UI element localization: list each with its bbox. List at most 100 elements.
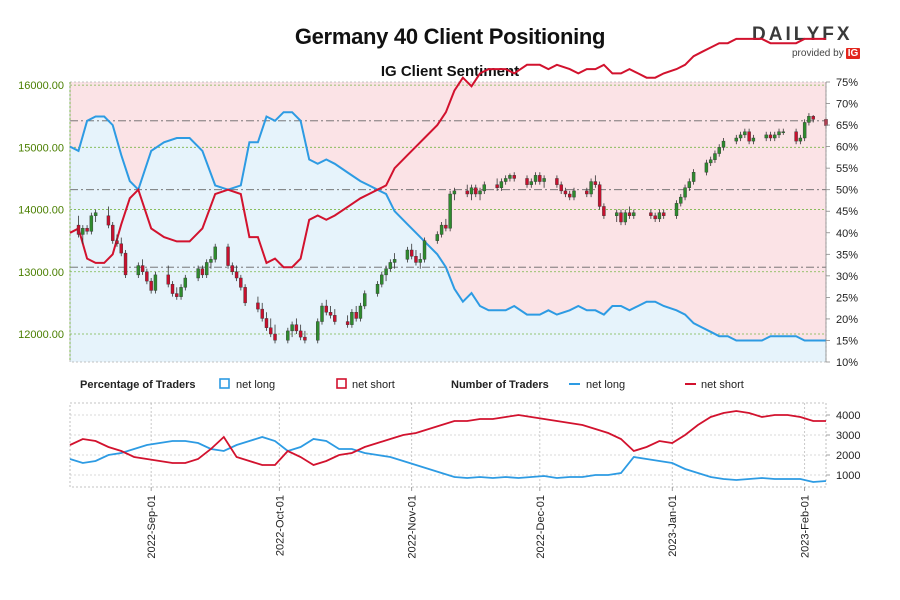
candle-body (559, 184, 563, 192)
long-area-fill (70, 112, 826, 362)
candle-body (380, 274, 384, 285)
candle-body (679, 196, 683, 204)
candle-body (465, 190, 469, 195)
chart-title: Germany 40 Client Positioning (294, 24, 606, 49)
candle-body (713, 153, 717, 160)
candle-body (734, 137, 739, 142)
candle-body (264, 318, 269, 328)
legend-num-long-label: net long (586, 379, 625, 391)
candle-body (743, 131, 747, 136)
candle-body (239, 277, 243, 288)
legend-pct-long-label: net long (236, 379, 275, 391)
candle-body (563, 190, 568, 195)
candle-body (555, 178, 559, 185)
candle-body (76, 224, 81, 235)
candle-body (418, 259, 422, 263)
candle-body (683, 187, 687, 198)
candle-body (482, 184, 487, 192)
candle-body (388, 262, 393, 269)
candle-body (478, 190, 482, 195)
candle-body (324, 305, 328, 313)
candle-body (781, 131, 785, 133)
pct-net-long-line (69, 111, 826, 342)
candle-body (798, 137, 803, 142)
legend-num-heading: Number of Traders (451, 379, 549, 391)
count-net-long-line (69, 436, 827, 483)
candle-body (183, 277, 188, 288)
candle-body (499, 181, 504, 188)
candle-body (175, 293, 179, 297)
candle-body (230, 265, 235, 272)
candle-body (469, 187, 474, 195)
candle-body (691, 172, 696, 182)
candle-body (525, 178, 529, 185)
candle-body (354, 312, 358, 319)
candle-body (93, 212, 98, 216)
candle-body (542, 178, 546, 182)
candle-body (619, 212, 623, 223)
pct-tick-label: 65% (836, 120, 858, 132)
pct-tick-label: 55% (836, 163, 858, 175)
candle-body (328, 312, 333, 316)
date-tick-label: 2023-Feb-01 (800, 495, 812, 558)
pct-tick-label: 45% (836, 206, 858, 218)
candle-body (298, 330, 303, 338)
price-tick-label: 14000.00 (18, 205, 64, 217)
candle-body (123, 252, 128, 276)
candle-body (153, 274, 158, 291)
candle-body (661, 212, 666, 216)
candle-body (422, 240, 427, 260)
candle-body (708, 159, 713, 164)
candle-body (448, 193, 452, 229)
date-tick-label: 2022-Dec-01 (535, 495, 547, 559)
brand-sub-text: provided by (792, 48, 844, 59)
candle-body (136, 265, 141, 276)
candle-body (657, 212, 662, 220)
candle-body (145, 271, 149, 282)
candle-body (179, 287, 183, 297)
candle-body (811, 116, 815, 120)
candle-body (794, 131, 798, 142)
candle-body (89, 215, 94, 232)
pct-tick-label: 70% (836, 99, 858, 111)
candle-body (615, 212, 619, 216)
candle-body (589, 181, 593, 195)
candle-body (751, 137, 756, 142)
candle-body (345, 321, 350, 325)
candle-body (358, 305, 363, 319)
pct-tick-label: 10% (836, 357, 858, 369)
candle-body (290, 324, 294, 332)
legend-pct-short-label: net short (352, 379, 395, 391)
chart-subtitle: IG Client Sentiment (380, 63, 520, 80)
pct-tick-label: 30% (836, 271, 858, 283)
candle-body (316, 321, 320, 341)
legend-pct-short-swatch (336, 378, 347, 389)
candle-body (350, 312, 354, 325)
candle-body (115, 240, 119, 244)
candle-body (627, 212, 632, 216)
date-tick-label: 2023-Jan-01 (667, 495, 679, 557)
candle-body (529, 181, 533, 185)
candle-body (260, 308, 264, 319)
candle-body (166, 274, 170, 285)
candle-body (243, 287, 247, 304)
price-tick-label: 16000.00 (18, 80, 64, 92)
candle-body (204, 262, 209, 276)
candle-body (119, 243, 123, 254)
candle-body (196, 268, 200, 279)
candle-body (508, 175, 512, 179)
candle-body (593, 181, 598, 185)
candle-body (602, 206, 606, 216)
candle-body (256, 302, 260, 310)
candle-body (234, 271, 239, 279)
candle-body (687, 181, 692, 188)
candle-body (286, 330, 290, 341)
candle-body (474, 187, 478, 195)
candle-body (512, 175, 516, 179)
candle-body (597, 184, 602, 207)
candle-body (209, 259, 213, 263)
candle-body (704, 162, 709, 173)
candle-body (572, 190, 576, 198)
candle-body (333, 315, 337, 322)
pct-tick-label: 25% (836, 292, 858, 304)
